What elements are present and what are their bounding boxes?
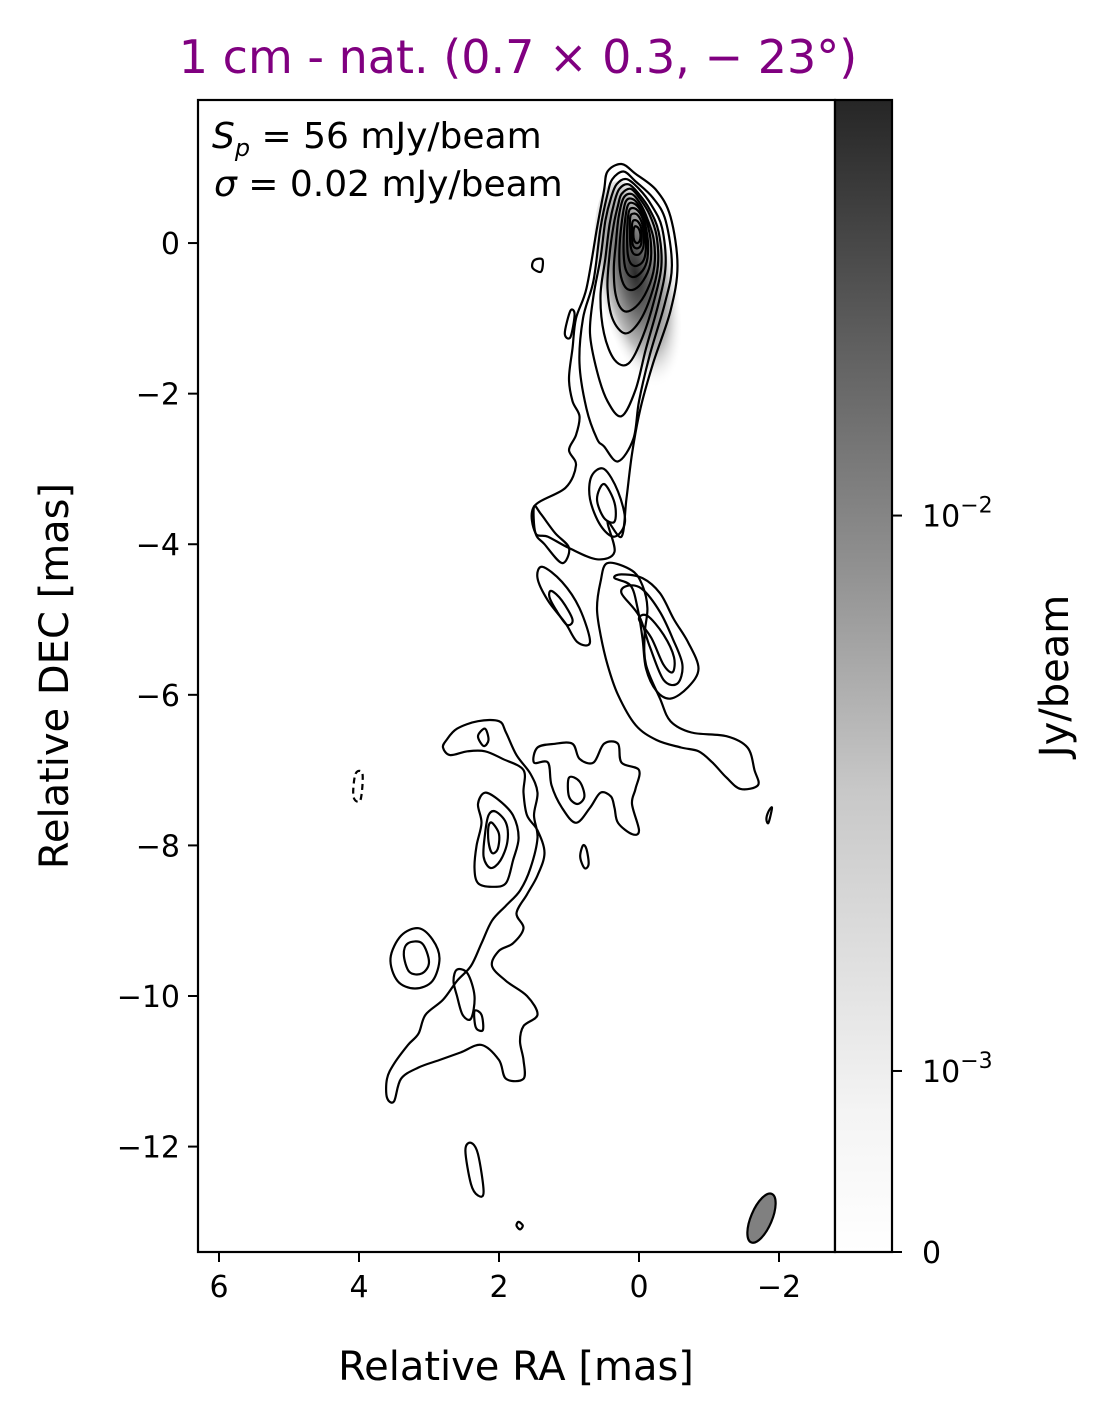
contour-24-level-3 [482,809,509,870]
colorbar-ticks: 0 10−3 10−2 [892,494,993,1271]
contour-29-level-1 [389,927,441,990]
contour-17-level-2 [547,589,574,627]
plot-area [196,98,837,1254]
contour-37-level-1 [765,806,774,825]
contour-layer [352,162,774,1231]
contour-31-level-1 [532,740,641,836]
colorbar-tick-label-1: 10−3 [922,1049,993,1090]
contour-15-level-3 [595,482,617,524]
contour-26-level-1 [476,727,490,748]
chart-title: 1 cm - nat. (0.7 × 0.3, − 23°) [179,30,857,84]
contour-3-level-3 [588,177,667,418]
contour-6-level-6 [612,192,657,313]
contour-20-level-3 [620,584,684,687]
contour-36-level-1 [352,769,364,803]
contour-39-level-1 [515,1220,524,1231]
contour-18-level-1 [595,561,760,791]
y-tick-label-1: −2 [136,378,180,413]
y-tick-label-0: 0 [161,227,180,262]
contour-21-level-4 [637,613,676,674]
colorbar: 0 10−3 10−2 Jy/beam [833,98,1078,1271]
y-tick-label-6: −12 [117,1131,180,1166]
x-tick-label-0: 6 [209,1270,228,1305]
contour-25-level-4 [486,821,501,855]
peak-flux-symbol: S [212,116,235,157]
y-axis-label: Relative DEC [mas] [32,483,78,869]
contour-7-level-7 [618,197,653,292]
contour-23-level-2 [473,791,520,888]
contour-8-level-8 [622,201,650,279]
contour-32-level-2 [566,775,586,806]
colorbar-tick-label-2: 10−2 [922,494,993,535]
contour-11-level-11 [630,219,643,250]
x-axis: 6 4 2 0 −2 [209,1252,801,1305]
contour-16-level-1 [536,565,592,647]
sigma-symbol: σ [214,164,238,205]
sigma-value: = 0.02 mJy/beam [237,164,563,205]
contour-4-level-4 [599,183,663,367]
sigma-annotation: σ = 0.02 mJy/beam [214,164,563,205]
contour-13-level-1 [532,504,571,565]
peak-flux-value: = 56 mJy/beam [250,116,542,157]
contour-30-level-2 [402,940,431,976]
contour-14-level-2 [588,467,627,538]
y-tick-label-5: −10 [117,980,180,1015]
colorbar-label: Jy/beam [1032,595,1078,760]
contour-27-level-1 [452,967,476,1021]
contour-38-level-1 [464,1141,485,1198]
peak-flux-annotation: Sp = 56 mJy/beam [212,116,542,162]
y-tick-label-2: −4 [136,528,180,563]
x-tick-label-1: 4 [349,1270,368,1305]
x-tick-label-4: −2 [757,1270,801,1305]
contour-10-level-10 [628,212,646,257]
contour-9-level-9 [625,206,648,268]
x-axis-label: Relative RA [mas] [338,1344,694,1390]
y-tick-label-3: −6 [136,679,180,714]
contour-22-level-1 [385,718,546,1104]
colorbar-tick-label-0: 0 [922,1236,941,1271]
peak-flux-subscript: p [234,134,250,162]
contour-28-level-1 [473,1009,485,1033]
contour-34-level-1 [530,257,545,274]
y-axis: 0 −2 −4 −6 −8 −10 −12 [117,227,198,1166]
x-tick-label-2: 2 [489,1270,508,1305]
contour-33-level-1 [579,843,590,870]
contour-1-level-1 [530,162,679,561]
colorbar-frame [833,98,894,1254]
contour-35-level-1 [563,308,576,340]
contour-2-level-2 [578,170,674,463]
colorbar-gradient [835,100,892,1252]
contour-12-level-12 [632,225,642,245]
x-tick-label-3: 0 [629,1270,648,1305]
contour-5-level-5 [606,187,660,335]
plot-background [198,100,835,1252]
y-tick-label-4: −8 [136,829,180,864]
beam-ellipse [746,1192,777,1244]
